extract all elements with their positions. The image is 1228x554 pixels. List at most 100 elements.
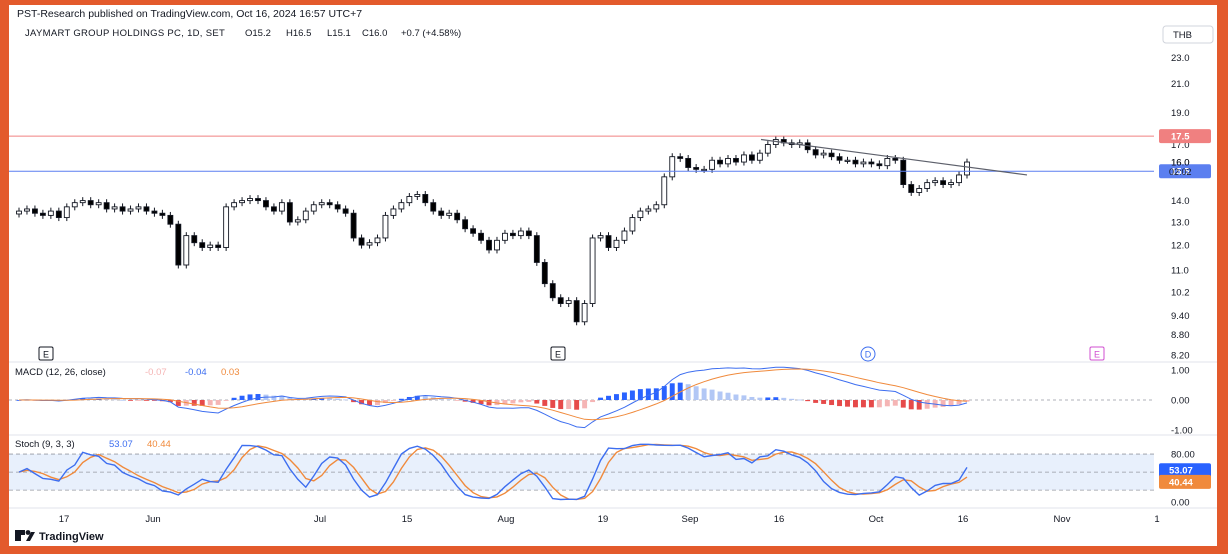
price-tick-label: 17.0 bbox=[1171, 140, 1190, 151]
macd-histogram-bar bbox=[821, 400, 827, 404]
candle-up bbox=[932, 180, 939, 184]
candle-up bbox=[725, 158, 731, 165]
candle-up bbox=[294, 219, 301, 223]
stoch-legend: Stoch (9, 3, 3) 53.07 40.44 bbox=[15, 439, 171, 450]
macd-histogram-bar bbox=[422, 396, 428, 400]
macd-histogram-bar bbox=[231, 397, 237, 400]
macd-histogram-bar bbox=[239, 395, 245, 400]
tradingview-chart[interactable]: PST-Research published on TradingView.co… bbox=[9, 5, 1217, 546]
tradingview-icon bbox=[15, 530, 25, 541]
macd-histogram-bar bbox=[765, 397, 771, 400]
price-tick-label: 13.0 bbox=[1171, 217, 1190, 228]
candle-down bbox=[334, 204, 341, 210]
macd-histogram-bar bbox=[566, 400, 572, 410]
price-axis[interactable]: 23.0 21.0 19.0 17.0 16.0 14.0 13.0 12.0 11.0 10.2… bbox=[1171, 53, 1190, 362]
candle-down bbox=[199, 242, 206, 248]
horizontal-line-badge bbox=[1159, 164, 1211, 179]
macd-histogram-bar bbox=[789, 398, 795, 400]
macd-histogram-bar bbox=[215, 400, 221, 405]
symbol-legend[interactable]: JAYMART GROUP HOLDINGS PC, 1D, SET O15.2… bbox=[25, 28, 461, 39]
candle-up bbox=[764, 144, 771, 154]
macd-histogram-bar bbox=[924, 400, 930, 409]
candle-up bbox=[916, 188, 923, 193]
ohlc-close: C16.0 bbox=[362, 28, 387, 39]
candle-down bbox=[143, 206, 150, 212]
stoch-k-value: 53.07 bbox=[109, 439, 133, 450]
candle-down bbox=[868, 161, 875, 165]
candle-down bbox=[486, 239, 492, 251]
macd-histogram-bar bbox=[757, 397, 763, 400]
stoch-tick-label: 0.00 bbox=[1171, 498, 1190, 509]
trendline bbox=[760, 138, 1028, 176]
candle-up bbox=[71, 202, 78, 208]
macd-histogram-bar bbox=[582, 400, 588, 409]
candle-down bbox=[438, 210, 445, 216]
event-marker-dividend[interactable] bbox=[860, 346, 876, 362]
price-tick-label: 14.0 bbox=[1171, 196, 1190, 207]
event-marker-earnings[interactable] bbox=[550, 346, 566, 361]
candle-up bbox=[597, 235, 604, 239]
macd-histogram-value: -0.07 bbox=[145, 367, 167, 378]
candle-up bbox=[318, 202, 325, 206]
macd-histogram-bar bbox=[470, 400, 476, 403]
macd-histogram-bar bbox=[590, 400, 596, 403]
price-tick-label: 12.0 bbox=[1171, 241, 1190, 252]
macd-histogram-bar bbox=[685, 384, 691, 400]
macd-histogram-bar bbox=[637, 389, 643, 400]
macd-line bbox=[18, 366, 968, 429]
event-marker-label: E bbox=[555, 350, 561, 360]
candle-down bbox=[693, 167, 700, 170]
candle-up bbox=[135, 206, 142, 210]
macd-histogram-bar bbox=[128, 400, 133, 401]
tradingview-logo[interactable]: TradingView bbox=[15, 530, 104, 543]
currency-box[interactable] bbox=[1162, 25, 1214, 44]
candle-down bbox=[549, 283, 556, 299]
candle-up bbox=[844, 159, 851, 162]
macd-histogram-bar bbox=[677, 382, 683, 400]
time-tick-label: Aug bbox=[498, 514, 515, 525]
ohlc-change: +0.7 (+4.58%) bbox=[401, 28, 461, 39]
candle-down bbox=[533, 235, 540, 263]
event-marker-earnings[interactable] bbox=[1089, 346, 1105, 361]
candle-down bbox=[717, 159, 723, 165]
macd-histogram-bar bbox=[749, 396, 755, 400]
macd-histogram-bar bbox=[167, 400, 173, 403]
candle-down bbox=[748, 154, 755, 161]
candle-up bbox=[223, 206, 230, 248]
candle-down bbox=[191, 235, 198, 244]
macd-histogram-bar bbox=[598, 397, 604, 400]
candle-up bbox=[446, 212, 453, 216]
last-price-label: 16.0 bbox=[1171, 158, 1190, 169]
macd-histogram-bar bbox=[574, 400, 580, 410]
candle-down bbox=[263, 200, 269, 208]
candle-down bbox=[167, 214, 174, 225]
macd-histogram-bar bbox=[550, 400, 556, 408]
macd-histogram-bar bbox=[621, 392, 627, 400]
ohlc-low: L15.1 bbox=[327, 28, 351, 39]
macd-histogram-bar bbox=[542, 400, 548, 406]
macd-histogram-bar bbox=[813, 400, 819, 403]
macd-histogram-bar bbox=[335, 398, 341, 400]
macd-histogram-bar bbox=[510, 400, 516, 404]
price-grid bbox=[9, 361, 1217, 509]
macd-pane: 1.00 0.00 -1.00 bbox=[9, 366, 1193, 437]
candle-up bbox=[414, 194, 421, 197]
macd-histogram-bar bbox=[351, 400, 357, 403]
candle-up bbox=[278, 202, 285, 212]
countdown-label: 02:02 bbox=[1169, 167, 1192, 177]
macd-histogram-bar bbox=[940, 400, 946, 407]
event-marker-earnings[interactable] bbox=[38, 346, 54, 361]
candle-down bbox=[326, 202, 333, 206]
candle-up bbox=[820, 152, 827, 156]
horizontal-lines: 17.5 15.516.002:02 bbox=[9, 129, 1211, 179]
macd-histogram-bar bbox=[701, 388, 707, 400]
time-tick-label: 15 bbox=[402, 514, 413, 525]
candle-down bbox=[685, 158, 692, 168]
macd-histogram-bar bbox=[534, 400, 540, 404]
ohlc-open: O15.2 bbox=[245, 28, 271, 39]
candle-down bbox=[151, 210, 158, 214]
stoch-value-label: 40.44 bbox=[1169, 477, 1193, 488]
macd-histogram-bar bbox=[398, 398, 404, 400]
candle-up bbox=[956, 174, 962, 184]
time-axis[interactable]: 17 Jun Jul 15 Aug 19 Sep 16 Oct 16 Nov 1 bbox=[59, 514, 1160, 525]
